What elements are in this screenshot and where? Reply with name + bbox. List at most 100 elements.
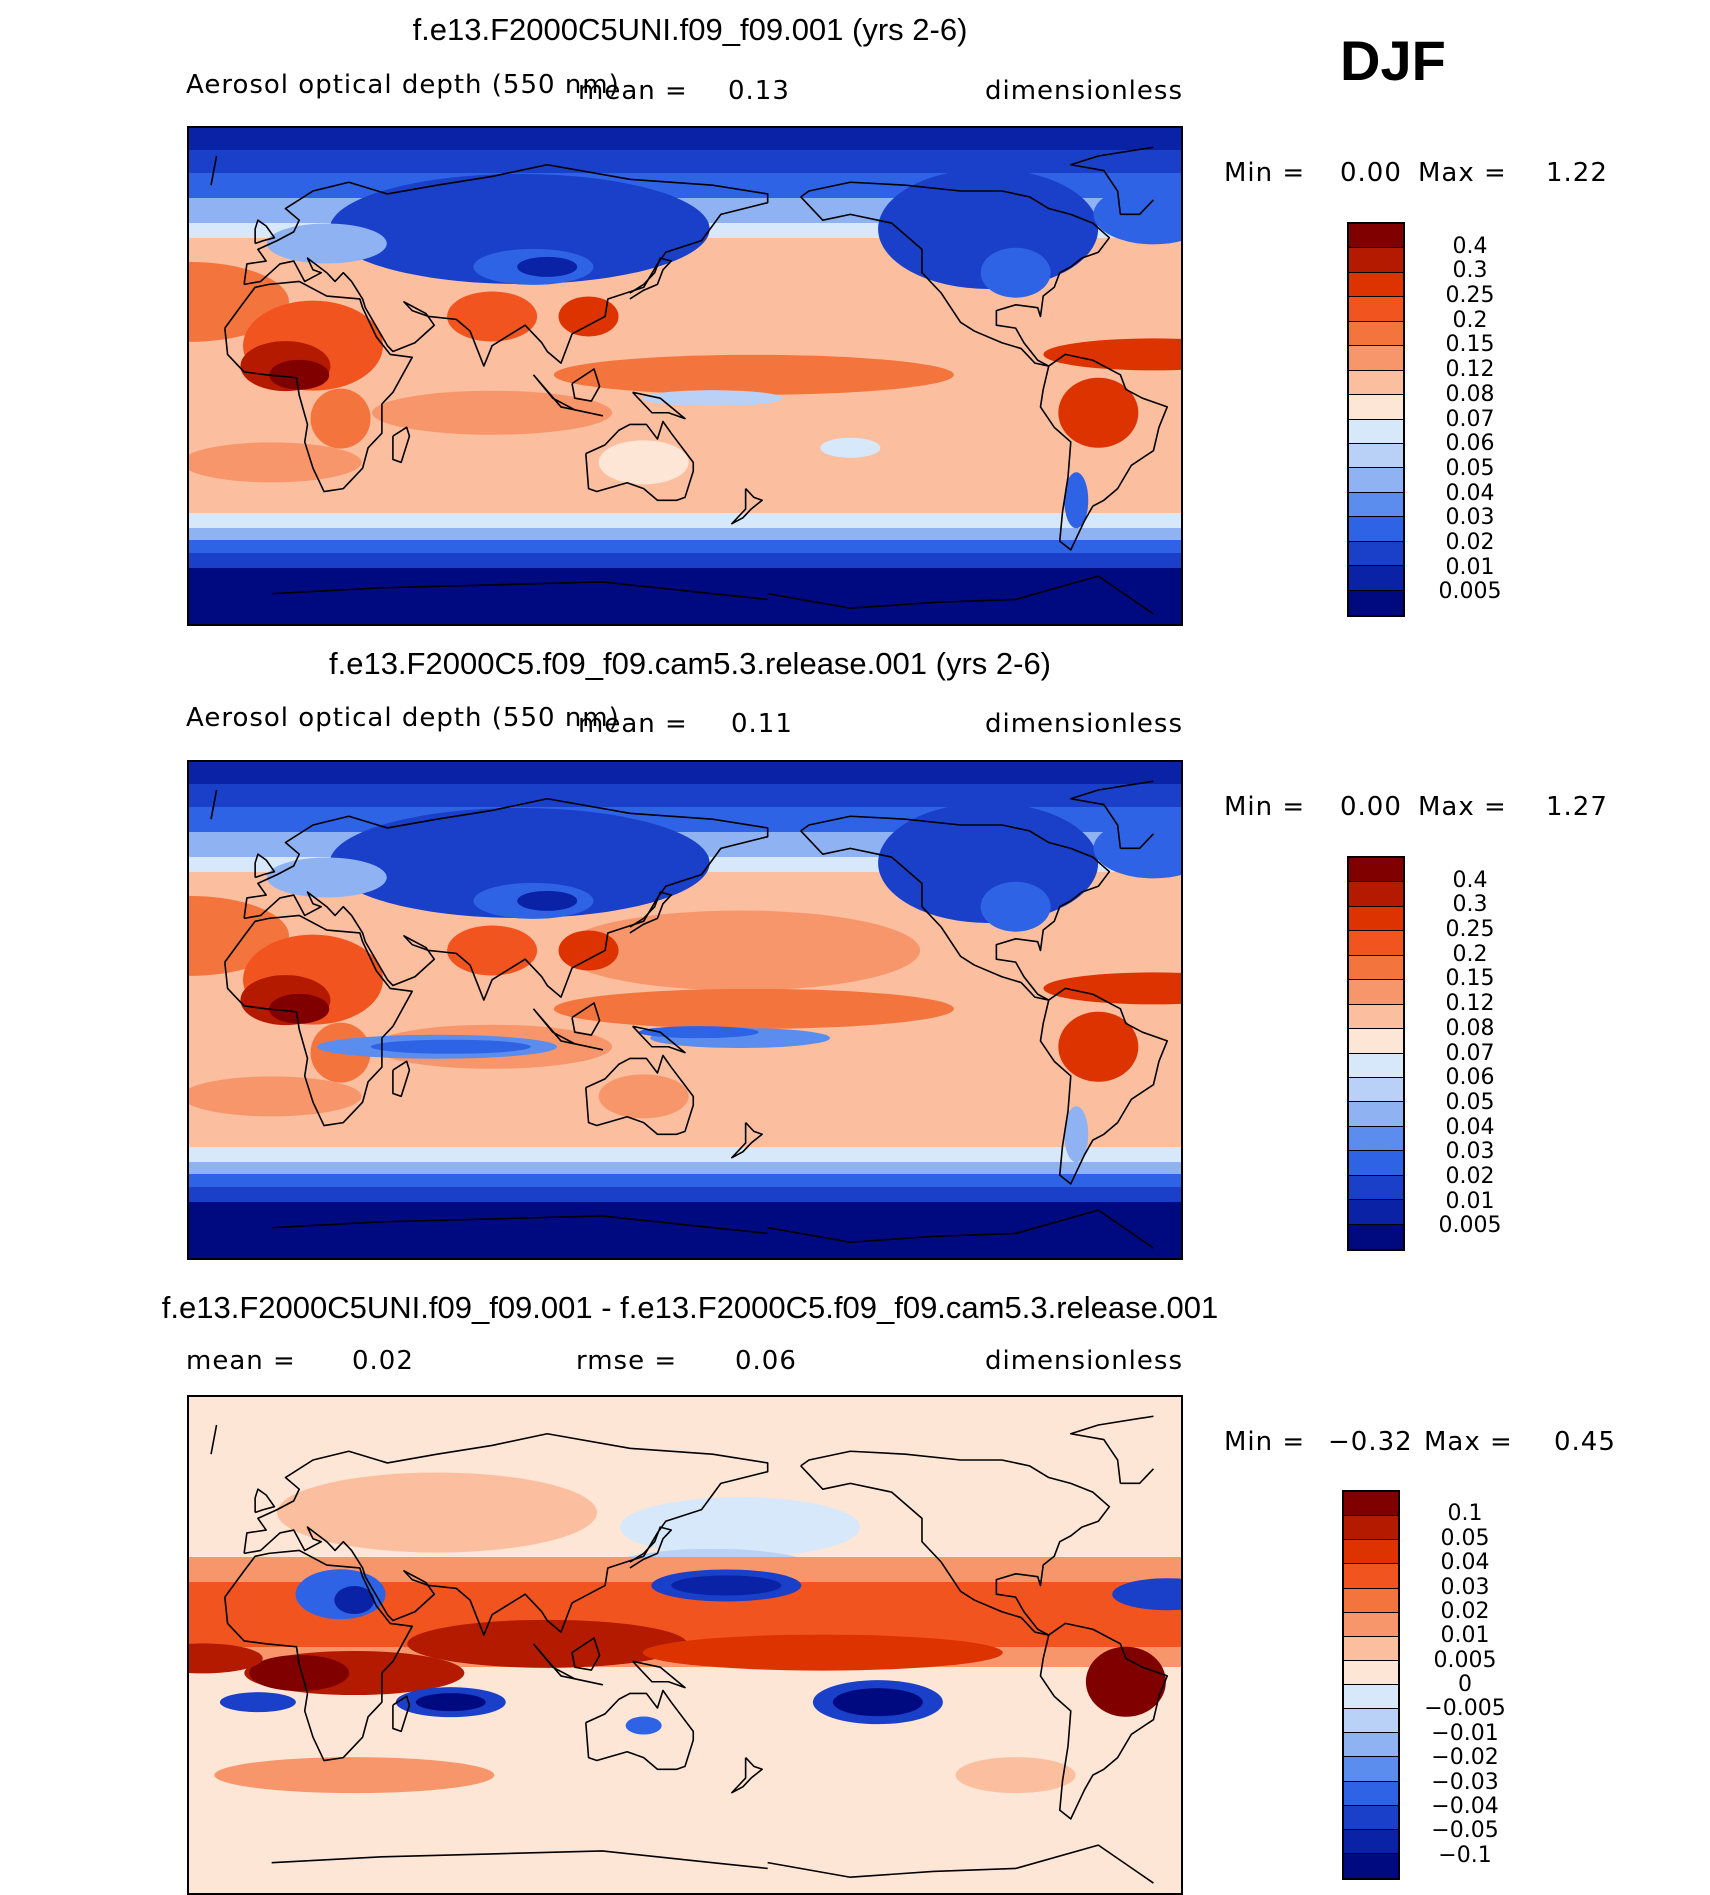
panel-3-colorbar [1342, 1490, 1400, 1880]
colorbar-swatch [1344, 1829, 1398, 1854]
field-band [189, 784, 1181, 807]
colorbar-tick-label: 0.03 [1445, 1139, 1495, 1165]
coastline [585, 420, 695, 502]
colorbar-swatch [1344, 1660, 1398, 1685]
field-band [189, 1147, 1181, 1162]
panel-3-mean-label: mean = [186, 1346, 296, 1376]
panel-2-variable: Aerosol optical depth (550 nm) [186, 703, 620, 733]
colorbar-swatch [1344, 1636, 1398, 1661]
colorbar-tick-label: 0.01 [1445, 1188, 1495, 1214]
colorbar-swatch [1349, 1175, 1403, 1201]
field-contour [553, 354, 954, 395]
colorbar-tick-label: −0.1 [1438, 1842, 1492, 1868]
field-band [189, 762, 1181, 784]
coastline [254, 853, 276, 879]
coastline [585, 1689, 695, 1771]
field-contour [553, 988, 954, 1029]
colorbar-swatch [1349, 1029, 1403, 1054]
colorbar-tick-label: 0.06 [1445, 1065, 1495, 1091]
coastline [1039, 987, 1169, 1185]
colorbar-swatch [1344, 1709, 1398, 1734]
panel-1-colorbar [1347, 222, 1405, 617]
panel-1-min-value: 0.00 [1340, 158, 1402, 188]
field-contour [671, 1575, 782, 1596]
field-band [189, 1162, 1181, 1174]
field-contour [517, 256, 578, 277]
field-contour [447, 925, 538, 976]
colorbar-tick-label: 0.005 [1438, 1213, 1502, 1239]
field-contour [249, 1655, 350, 1691]
colorbar-tick-label: 0.02 [1445, 529, 1495, 555]
colorbar-swatch [1349, 1102, 1403, 1127]
colorbar-swatch [1349, 272, 1403, 298]
coastline [271, 1844, 1154, 1884]
colorbar-swatch [1349, 468, 1403, 493]
panel-3-max-label: Max = [1424, 1427, 1513, 1457]
colorbar-swatch [1349, 297, 1403, 322]
panel-1-min-label: Min = [1224, 158, 1306, 188]
panel-3-units: dimensionless [985, 1346, 1183, 1376]
colorbar-swatch [1349, 590, 1403, 615]
panel-1-title: f.e13.F2000C5UNI.f09_f09.001 (yrs 2-6) [412, 12, 968, 47]
field-contour [266, 223, 387, 264]
colorbar-swatch [1349, 395, 1403, 420]
coastline [392, 1060, 411, 1098]
colorbar-tick-label: 0.03 [1440, 1574, 1490, 1600]
coastline [731, 1757, 763, 1794]
panel-1-mean-label: mean = [578, 76, 688, 106]
coastline [210, 1415, 1155, 1485]
colorbar-tick-label: 0.02 [1445, 1163, 1495, 1189]
colorbar-swatch [1344, 1781, 1398, 1806]
field-contour [269, 993, 330, 1024]
colorbar-swatch [1349, 321, 1403, 347]
colorbar-tick-label: −0.04 [1431, 1793, 1499, 1819]
field-contour [370, 1039, 531, 1054]
colorbar-tick-label: 0.15 [1445, 332, 1495, 358]
colorbar-swatch [1349, 492, 1403, 518]
field-contour [1064, 472, 1089, 529]
field-contour [560, 276, 921, 357]
coastline [271, 575, 1154, 615]
field-contour [1085, 1646, 1166, 1717]
colorbar-swatch [1349, 1200, 1403, 1225]
colorbar-swatch [1349, 566, 1403, 591]
field-band [189, 150, 1181, 173]
field-contour [329, 173, 710, 284]
panel-3-max-value: 0.45 [1554, 1427, 1616, 1457]
field-band [189, 1174, 1181, 1187]
colorbar-tick-label: 0.4 [1452, 867, 1488, 893]
panel-1-max-label: Max = [1418, 158, 1507, 188]
colorbar-tick-label: 0.005 [1438, 579, 1502, 605]
colorbar-swatch [1344, 1540, 1398, 1565]
field-contour [277, 1472, 597, 1553]
field-contour [310, 388, 371, 449]
field-contour [329, 807, 710, 918]
field-contour [189, 442, 362, 483]
panel-2-min-value: 0.00 [1340, 792, 1402, 822]
field-contour [269, 359, 330, 390]
colorbar-swatch [1344, 1853, 1398, 1878]
colorbar-tick-label: 0.04 [1440, 1550, 1490, 1576]
field-band [189, 568, 1181, 624]
field-band [189, 128, 1181, 150]
colorbar-swatch [1349, 346, 1403, 371]
colorbar-tick-label: 0.4 [1452, 233, 1488, 259]
colorbar-tick-label: 0.06 [1445, 431, 1495, 457]
colorbar-tick-label: 0.2 [1452, 307, 1488, 333]
field-contour [598, 1074, 689, 1119]
panel-2-max-value: 1.27 [1546, 792, 1608, 822]
colorbar-tick-label: 0.15 [1445, 966, 1495, 992]
panel-2-units: dimensionless [985, 709, 1183, 739]
field-contour [334, 1586, 375, 1615]
coastline [243, 1432, 769, 1636]
colorbar-tick-label: 0.25 [1445, 917, 1495, 943]
colorbar-tick-label: −0.05 [1431, 1818, 1499, 1844]
panel-2-mean-value: 0.11 [731, 709, 793, 739]
coastline [243, 797, 769, 1001]
field-contour [560, 910, 921, 991]
field-contour [832, 1688, 923, 1717]
colorbar-tick-label: 0.03 [1445, 505, 1495, 531]
coastline [1039, 1622, 1169, 1820]
field-band [189, 553, 1181, 568]
colorbar-swatch [1349, 1151, 1403, 1176]
